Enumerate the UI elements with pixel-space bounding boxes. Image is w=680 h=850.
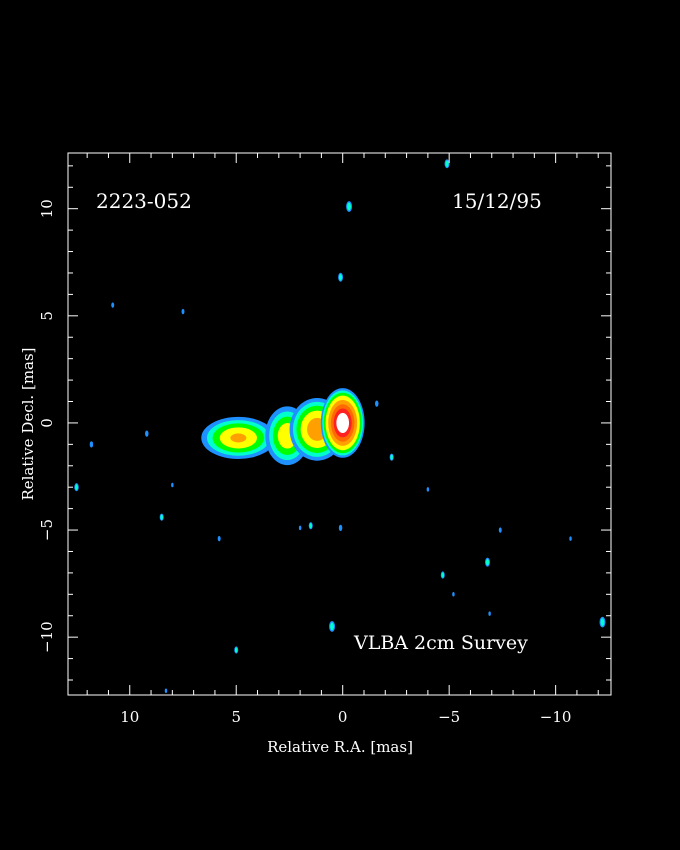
noise-blob [329, 621, 336, 632]
component-core-level [336, 412, 350, 433]
epoch-date-label: 15/12/95 [452, 189, 542, 213]
noise-blob [298, 525, 302, 531]
y-tick-label: −5 [38, 519, 56, 541]
noise-blob [338, 524, 343, 532]
noise-blob [338, 272, 344, 282]
noise-blob [111, 302, 115, 308]
x-tick-label: −5 [438, 708, 460, 726]
noise-blob [389, 453, 394, 461]
y-tick-label: 0 [38, 418, 56, 428]
noise-blob [234, 646, 239, 654]
noise-blob [89, 441, 94, 448]
component-jet-outer [201, 416, 276, 459]
noise-blob [488, 611, 491, 616]
x-tick-label: 0 [338, 708, 348, 726]
noise-blob [444, 159, 450, 169]
y-axis-label: Relative Decl. [mas] [19, 347, 37, 500]
noise-blob [217, 535, 221, 542]
axis-ticks [68, 153, 611, 695]
noise-blob [426, 487, 430, 492]
source-name-label: 2223-052 [96, 189, 192, 213]
survey-label: VLBA 2cm Survey [353, 632, 528, 654]
x-axis-label: Relative R.A. [mas] [267, 738, 413, 756]
noise-blob [452, 592, 455, 597]
x-tick-label: 5 [231, 708, 241, 726]
noise-blob [569, 536, 572, 541]
intensity-image [74, 159, 606, 693]
noise-blob [599, 616, 606, 628]
y-tick-label: 10 [38, 199, 56, 218]
noise-blob [74, 483, 79, 492]
noise-blob [171, 482, 174, 488]
noise-blob [498, 527, 502, 533]
x-tick-label: −10 [540, 708, 572, 726]
noise-blob [375, 400, 379, 407]
x-tick-label: 10 [120, 708, 139, 726]
noise-blob [164, 688, 168, 693]
noise-blob [440, 571, 445, 579]
noise-blob [485, 557, 490, 567]
axis-tick-labels: 10 5 0 −5 −10 10 5 0 −5 −10 [38, 199, 571, 726]
noise-blob [181, 308, 185, 315]
noise-blob [145, 430, 149, 437]
noise-blob [159, 513, 164, 521]
y-tick-label: −10 [38, 621, 56, 653]
noise-blob [346, 201, 353, 212]
y-tick-label: 5 [38, 311, 56, 321]
component-jet-outer-level [230, 433, 247, 443]
component-core [320, 388, 365, 458]
plot-frame [67, 152, 612, 696]
noise-blob [308, 522, 313, 530]
